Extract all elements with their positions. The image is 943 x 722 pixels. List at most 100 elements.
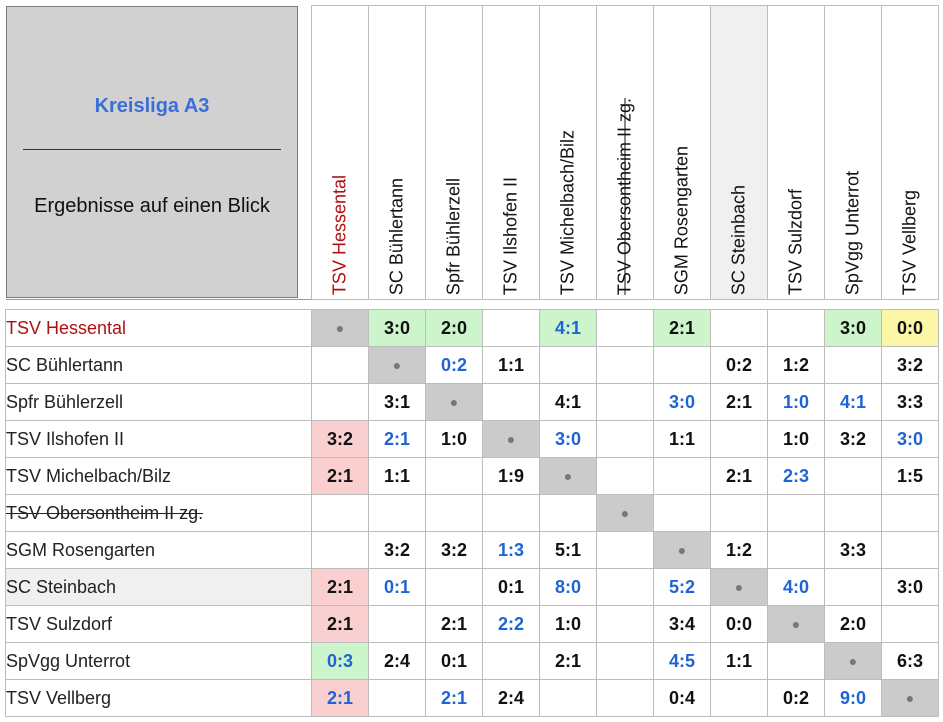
result-cell: 1:0: [425, 420, 483, 458]
result-cell: [596, 309, 654, 347]
row-team-name: TSV Vellberg: [6, 687, 112, 708]
result-cell: 4:1: [824, 383, 882, 421]
league-title: Kreisliga A3: [94, 95, 210, 117]
table-row: SC Bühlertann ● 0:2 1:1 0:2 1:2 3:2: [5, 346, 939, 384]
result-cell: 2:1: [368, 420, 426, 458]
result-cell: 1:2: [767, 346, 825, 384]
row-team-name: TSV Ilshofen II: [6, 428, 125, 449]
result-cell: 9:0: [824, 679, 882, 717]
result-cell: 2:1: [710, 383, 768, 421]
column-header-0: TSV Hessental: [311, 5, 369, 300]
result-cell: [539, 679, 597, 717]
spacer-cell: [881, 299, 939, 310]
result-cell: 2:1: [311, 457, 369, 495]
result-cell: 0:2: [425, 346, 483, 384]
column-header-2: Spfr Bühlerzell: [425, 5, 483, 300]
spacer-cell: [767, 299, 825, 310]
table-row: SC Steinbach 2:1 0:1 0:1 8:0 5:2 ● 4:0 3:0: [5, 568, 939, 606]
row-team-name: SC Bühlertann: [6, 354, 124, 375]
result-cell: 0:2: [710, 346, 768, 384]
row-team-label: TSV Sulzdorf: [5, 605, 312, 643]
result-cell: 1:1: [368, 457, 426, 495]
result-cell: 2:4: [482, 679, 540, 717]
result-cell: 2:0: [425, 309, 483, 347]
result-cell: 2:2: [482, 605, 540, 643]
result-cell: [311, 383, 369, 421]
row-team-name: TSV Obersontheim II zg.: [6, 502, 204, 523]
result-cell: 4:5: [653, 642, 711, 680]
result-cell: 1:3: [482, 531, 540, 569]
result-cell: [767, 642, 825, 680]
table-row: TSV Obersontheim II zg. ●: [5, 494, 939, 532]
result-cell: 3:0: [539, 420, 597, 458]
column-header-3: TSV Ilshofen II: [482, 5, 540, 300]
result-cell: [710, 420, 768, 458]
column-team-label: SC Steinbach: [728, 184, 749, 295]
result-cell: 1:2: [710, 531, 768, 569]
table-row: TSV Michelbach/Bilz 2:1 1:1 1:9 ● 2:1 2:3 1:5: [5, 457, 939, 495]
result-cell: 3:3: [881, 383, 939, 421]
spacer-cell: [596, 299, 654, 310]
result-cell: 1:1: [653, 420, 711, 458]
column-team-label: SC Bühlertann: [386, 177, 407, 295]
column-header-4: TSV Michelbach/Bilz: [539, 5, 597, 300]
row-team-label: SC Bühlertann: [5, 346, 312, 384]
result-cell: [596, 531, 654, 569]
result-cell: [824, 494, 882, 532]
result-cell: 2:1: [710, 457, 768, 495]
table-row: TSV Hessental ● 3:0 2:0 4:1 2:1 3:0 0:0: [5, 309, 939, 347]
result-cell: 1:0: [767, 420, 825, 458]
row-team-name: TSV Hessental: [6, 317, 127, 338]
result-cell: [653, 494, 711, 532]
column-header-row: TSV Hessental SC Bühlertann Spfr Bühlerzel…: [6, 5, 939, 300]
column-team-label: TSV Ilshofen II: [500, 176, 521, 295]
result-cell: [482, 642, 540, 680]
result-cell: [710, 679, 768, 717]
result-cell: 0:0: [710, 605, 768, 643]
result-cell: 8:0: [539, 568, 597, 606]
result-cell: 1:0: [539, 605, 597, 643]
column-header-9: SpVgg Unterrot: [824, 5, 882, 300]
spacer-cell: [710, 299, 768, 310]
spacer-cell: [425, 299, 483, 310]
result-cell: 0:4: [653, 679, 711, 717]
result-cell: [881, 494, 939, 532]
row-team-label: TSV Ilshofen II: [5, 420, 312, 458]
result-cell: 4:1: [539, 383, 597, 421]
result-cell: [311, 531, 369, 569]
spacer-cell: [824, 299, 882, 310]
result-cell: 5:1: [539, 531, 597, 569]
result-cell: [596, 346, 654, 384]
diagonal-dot-icon: ●: [596, 494, 654, 532]
result-cell: 2:1: [425, 679, 483, 717]
result-cell: 3:0: [824, 309, 882, 347]
result-cell: [824, 568, 882, 606]
result-cell: [824, 457, 882, 495]
result-cell: 3:0: [881, 568, 939, 606]
diagonal-dot-icon: ●: [653, 531, 711, 569]
diagonal-dot-icon: ●: [824, 642, 882, 680]
row-team-name: TSV Sulzdorf: [6, 613, 113, 634]
result-cell: [767, 309, 825, 347]
spacer-cell: [653, 299, 711, 310]
column-header-7: SC Steinbach: [710, 5, 768, 300]
row-team-label: TSV Michelbach/Bilz: [5, 457, 312, 495]
column-header-8: TSV Sulzdorf: [767, 5, 825, 300]
result-cell: [368, 605, 426, 643]
result-cell: 3:4: [653, 605, 711, 643]
row-team-label: TSV Vellberg: [5, 679, 312, 717]
result-cell: 0:2: [767, 679, 825, 717]
result-cell: [596, 568, 654, 606]
result-cell: 3:1: [368, 383, 426, 421]
result-cell: [368, 679, 426, 717]
result-cell: 0:1: [425, 642, 483, 680]
row-team-name: TSV Michelbach/Bilz: [6, 465, 172, 486]
diagonal-dot-icon: ●: [425, 383, 483, 421]
column-team-label: Spfr Bühlerzell: [443, 177, 464, 295]
result-cell: [596, 383, 654, 421]
spacer-cell: [311, 299, 369, 310]
result-cell: 5:2: [653, 568, 711, 606]
table-row: TSV Ilshofen II 3:2 2:1 1:0 ● 3:0 1:1 1:0 3:2 3:0: [5, 420, 939, 458]
result-cell: 2:3: [767, 457, 825, 495]
result-cell: [596, 679, 654, 717]
